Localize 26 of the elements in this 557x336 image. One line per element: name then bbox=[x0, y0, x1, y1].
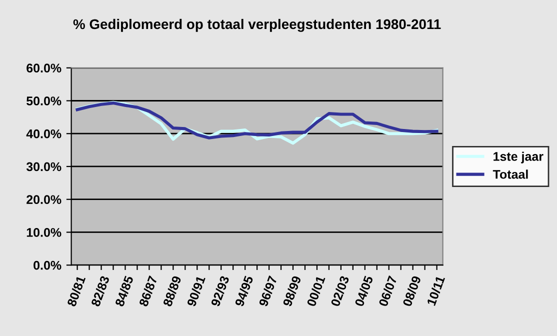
x-tick-label: 08/09 bbox=[402, 275, 422, 307]
legend-label: 1ste jaar bbox=[494, 152, 544, 164]
x-tick-label: 06/07 bbox=[378, 275, 398, 307]
x-tick-label: 88/89 bbox=[162, 275, 182, 308]
x-tick-label: 96/97 bbox=[258, 275, 278, 307]
y-tick-label: 0.0% bbox=[34, 260, 62, 270]
chart-title: % Gediplomeerd op totaal verpleegstudenten 1980-2011 bbox=[73, 18, 441, 32]
y-tick-label: 50.0% bbox=[26, 96, 62, 106]
x-tick-label: 04/05 bbox=[354, 275, 374, 307]
x-tick-label: 92/93 bbox=[210, 275, 230, 307]
x-tick-label: 86/87 bbox=[138, 275, 158, 308]
x-tick-label: 90/91 bbox=[186, 275, 206, 307]
x-tick-label: 10/11 bbox=[426, 275, 446, 306]
y-tick-label: 30.0% bbox=[26, 162, 62, 172]
x-tick-label: 80/81 bbox=[66, 275, 86, 308]
y-tick-label: 20.0% bbox=[26, 195, 62, 204]
y-tick-label: 40.0% bbox=[26, 129, 62, 138]
legend-label: Totaal bbox=[492, 170, 528, 179]
x-tick-label: 84/85 bbox=[114, 275, 134, 308]
y-tick-label: 60.0% bbox=[26, 64, 62, 73]
x-tick-label: 94/95 bbox=[234, 275, 254, 307]
y-tick-label: 10.0% bbox=[26, 228, 62, 237]
x-tick-label: 02/03 bbox=[330, 275, 350, 307]
x-tick-label: 98/99 bbox=[282, 275, 302, 307]
x-tick-label: 82/83 bbox=[90, 275, 110, 308]
x-tick-label: 00/01 bbox=[306, 275, 326, 307]
